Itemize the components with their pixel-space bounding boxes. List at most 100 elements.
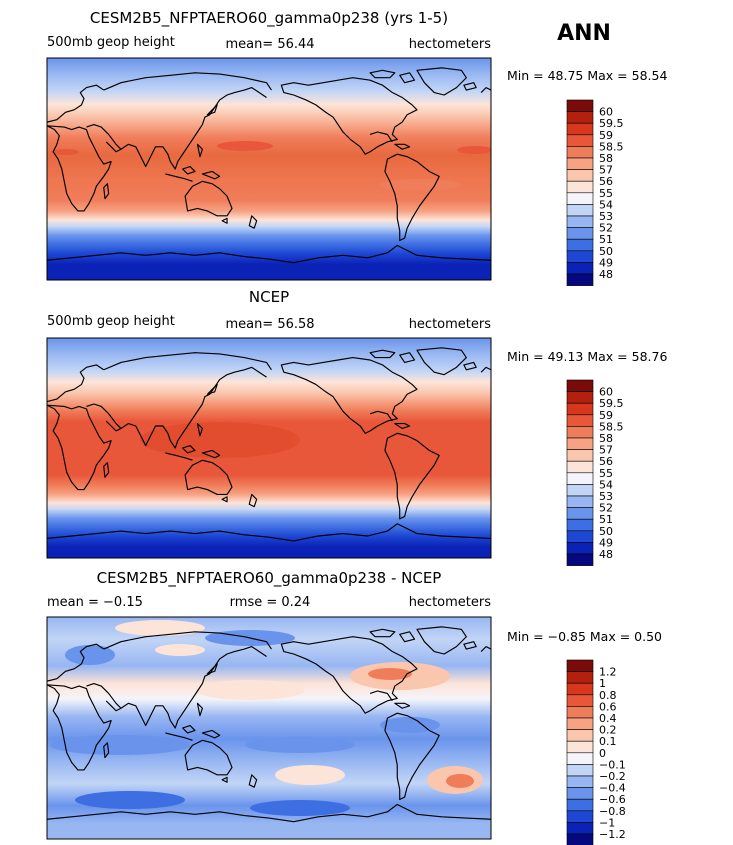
colorbar-tick-label: 59	[599, 409, 613, 422]
colorbar-tick-label: −0.4	[599, 782, 626, 795]
colorbar-box	[566, 391, 594, 404]
colorbar-tick-label: 60	[599, 106, 613, 119]
colorbar-tick-label: 59.5	[599, 397, 624, 410]
min-max-label: Min = −0.85 Max = 0.50	[507, 629, 662, 644]
colorbar-tick-label: 1.2	[599, 666, 617, 679]
mean-label: mean= 56.58	[225, 317, 314, 332]
colorbar-box	[566, 414, 594, 427]
colorbar-box	[566, 694, 594, 707]
colorbar-box	[566, 833, 594, 845]
panel-title: NCEP	[249, 288, 289, 306]
colorbar-box	[566, 99, 594, 112]
diff-mean-label: mean = −0.15	[47, 595, 143, 610]
field-max-region	[217, 141, 273, 151]
colorbar-box	[566, 250, 594, 263]
colorbar-box	[566, 752, 594, 765]
colorbar-box	[566, 134, 594, 147]
positive-anomaly	[275, 765, 345, 785]
colorbar-tick-label: 50	[599, 525, 613, 538]
colorbar-tick-label: 59	[599, 129, 613, 142]
colorbar-tick-label: 60	[599, 386, 613, 399]
colorbar-box	[566, 460, 594, 474]
colorbar-box	[566, 810, 594, 823]
colorbar-box	[566, 542, 594, 555]
colorbar-tick-label: 57	[599, 444, 613, 457]
panel-difference: CESM2B5_NFPTAERO60_gamma0p238 - NCEP mea…	[46, 569, 662, 845]
colorbar-tick-label: 1	[599, 677, 606, 690]
colorbar-tick-label: 54	[599, 478, 613, 491]
colorbar-tick-label: 56	[599, 175, 613, 188]
colorbar-box	[566, 553, 594, 566]
colorbar-tick-label: 0.6	[599, 700, 617, 713]
positive-anomaly	[195, 680, 305, 700]
colorbar-box	[566, 787, 594, 800]
negative-anomaly	[75, 791, 185, 809]
colorbar-box	[566, 484, 594, 497]
negative-anomaly	[250, 800, 350, 816]
colorbar-box	[566, 157, 594, 170]
map-frame	[46, 616, 492, 840]
colorbar-tick-label: 49	[599, 256, 613, 269]
colorbar-tick-label: 58	[599, 152, 613, 165]
colorbar-tick-label: 0.1	[599, 735, 617, 748]
colorbar-tick-label: 0	[599, 747, 606, 760]
colorbar-box	[566, 507, 594, 520]
colorbar-tick-label: 58.5	[599, 420, 624, 433]
panel-title: CESM2B5_NFPTAERO60_gamma0p238 - NCEP	[97, 569, 442, 588]
min-max-label: Min = 49.13 Max = 58.76	[507, 349, 667, 364]
variable-label: 500mb geop height	[47, 314, 175, 329]
positive-anomaly	[446, 774, 474, 788]
colorbar-tick-label: 51	[599, 233, 613, 246]
colorbar: 1.210.80.60.40.20.10−0.1−0.2−0.4−0.6−0.8…	[566, 659, 626, 845]
map-field	[47, 58, 491, 280]
colorbar-box	[566, 822, 594, 835]
colorbar-tick-label: 56	[599, 455, 613, 468]
colorbar-tick-label: −1.2	[599, 828, 626, 841]
colorbar-tick-label: 0.2	[599, 724, 617, 737]
colorbar-tick-label: −0.6	[599, 793, 626, 806]
colorbar-tick-label: 0.4	[599, 712, 617, 725]
colorbar-box	[566, 671, 594, 684]
colorbar-box	[566, 180, 594, 194]
units-label: hectometers	[409, 317, 492, 332]
colorbar-tick-label: 53	[599, 210, 613, 223]
colorbar-tick-label: 50	[599, 245, 613, 258]
colorbar-box	[566, 775, 594, 788]
negative-anomaly	[65, 645, 115, 665]
map-field	[47, 617, 491, 839]
panel-ncep: NCEP 500mb geop height mean= 56.58 hecto…	[46, 288, 667, 566]
colorbar-box	[566, 449, 594, 462]
colorbar-box	[566, 437, 594, 450]
colorbar-tick-label: −0.8	[599, 805, 626, 818]
map-frame	[46, 337, 492, 559]
negative-anomaly	[245, 737, 355, 753]
map-field	[47, 338, 491, 558]
colorbar-box	[566, 204, 594, 217]
field-max-region	[51, 149, 79, 155]
colorbar-tick-label: −0.1	[599, 758, 626, 771]
units-label: hectometers	[409, 37, 492, 52]
colorbar-tick-label: 49	[599, 536, 613, 549]
colorbar-box	[566, 472, 594, 485]
colorbar-tick-label: 58.5	[599, 140, 624, 153]
panel-title: CESM2B5_NFPTAERO60_gamma0p238 (yrs 1-5)	[90, 9, 448, 28]
colorbar-box	[566, 146, 594, 159]
colorbar-box	[566, 740, 594, 754]
zonal-bands	[47, 58, 491, 280]
positive-anomaly	[115, 620, 205, 636]
colorbar-box	[566, 379, 594, 392]
colorbar-box	[566, 227, 594, 240]
colorbar-tick-label: 48	[599, 548, 613, 561]
min-max-label: Min = 48.75 Max = 58.54	[507, 68, 667, 83]
colorbar-tick-label: 0.8	[599, 689, 617, 702]
colorbar-box	[566, 764, 594, 777]
colorbar-tick-label: 58	[599, 432, 613, 445]
colorbar-box	[566, 238, 594, 252]
colorbar-tick-label: 55	[599, 187, 613, 200]
colorbar-box	[566, 659, 594, 672]
negative-anomaly	[380, 717, 440, 733]
variable-label: 500mb geop height	[47, 35, 175, 50]
